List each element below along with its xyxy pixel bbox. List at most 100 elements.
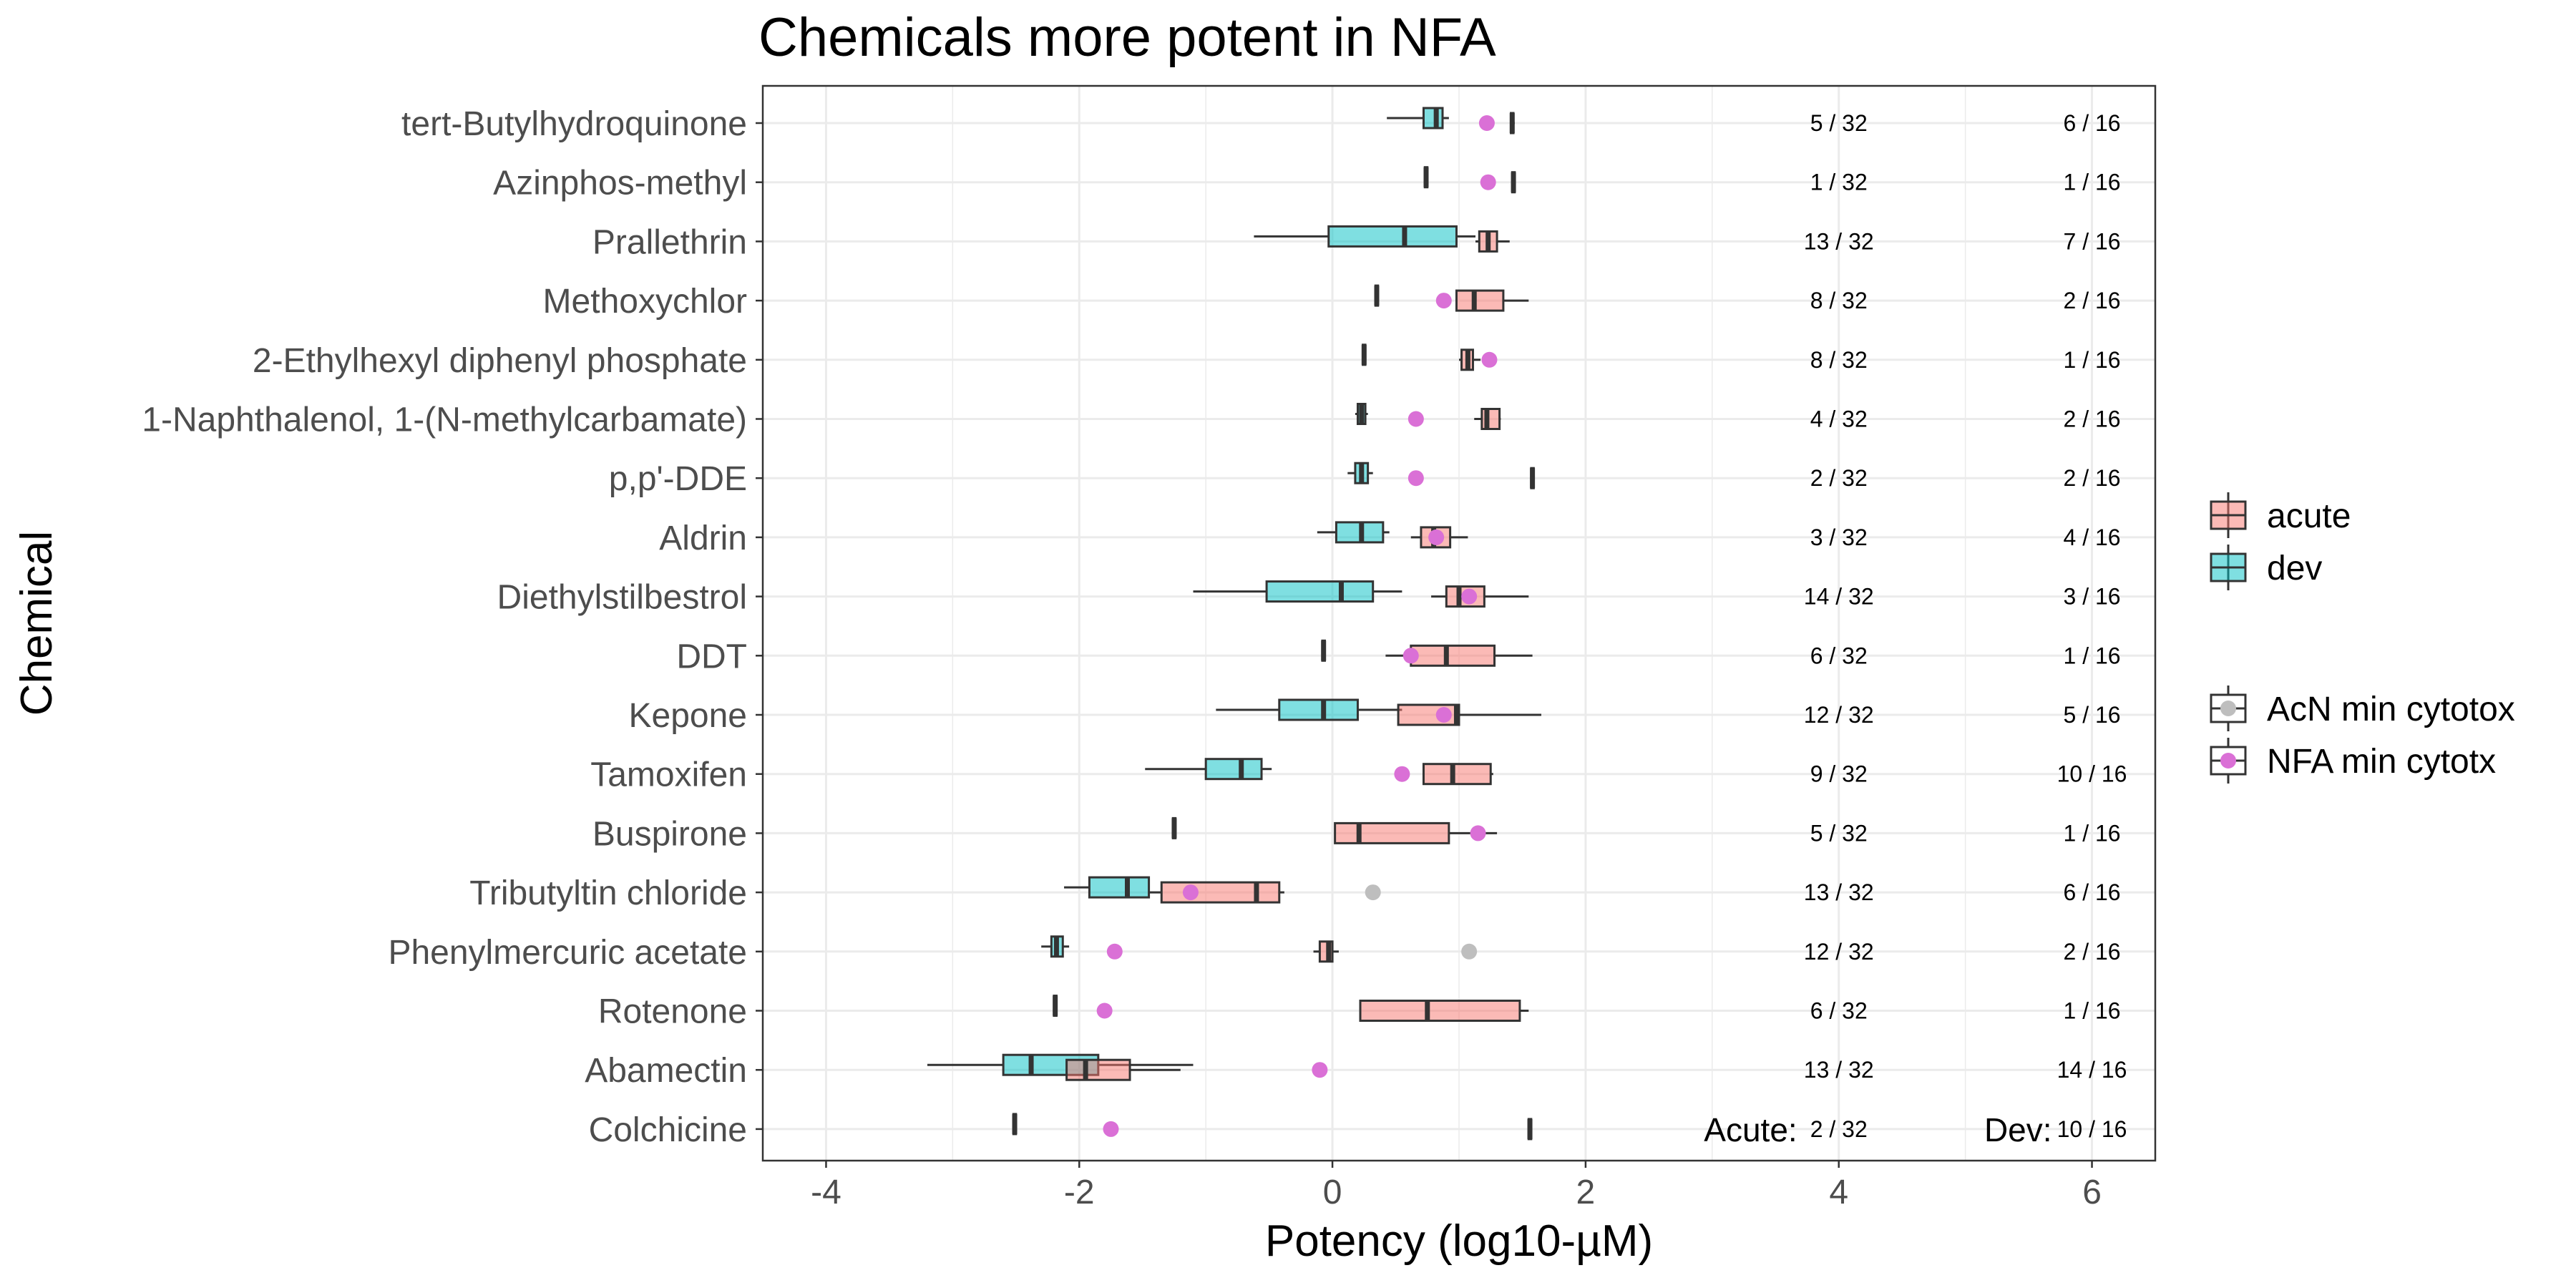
y-axis-label: Chemical xyxy=(12,531,62,716)
dev-count-label: 1 / 16 xyxy=(2064,170,2121,195)
acute-count-label: 13 / 32 xyxy=(1804,1057,1874,1083)
acute-count-label: 13 / 32 xyxy=(1804,228,1874,254)
chemical-label: Azinphos-methyl xyxy=(493,165,747,203)
dev-box xyxy=(1423,166,1429,189)
acute-iqr-box xyxy=(1422,763,1492,786)
acute-count-label: 3 / 32 xyxy=(1810,525,1868,550)
dev-count-label: 7 / 16 xyxy=(2064,228,2121,254)
data-marks xyxy=(927,107,1541,1141)
x-tick-label: -2 xyxy=(1064,1174,1095,1211)
nfa-cytotox-point xyxy=(1103,1121,1119,1137)
dev-iqr-box xyxy=(1265,580,1375,603)
acute-iqr-box xyxy=(1359,1000,1521,1022)
acute-box xyxy=(1148,881,1284,904)
nfa-cytotox-point xyxy=(1096,1002,1113,1019)
dev-count-label: 14 / 16 xyxy=(2057,1057,2127,1083)
dev-box xyxy=(1321,639,1327,662)
dev-count-label: 2 / 16 xyxy=(2064,288,2121,313)
dev-count-label: 6 / 16 xyxy=(2064,110,2121,136)
acute-box xyxy=(1397,703,1541,726)
dev-box xyxy=(1374,284,1380,307)
dev-count-label: 2 / 16 xyxy=(2064,465,2121,491)
chemical-label: p,p'-DDE xyxy=(609,460,747,498)
acute-iqr-box xyxy=(1065,1058,1131,1081)
acute-box xyxy=(1511,171,1516,194)
acute-count-label: 8 / 32 xyxy=(1810,347,1868,373)
dev-box xyxy=(1012,1113,1018,1136)
acute-count-label: 5 / 32 xyxy=(1810,820,1868,846)
dev-box xyxy=(1361,343,1367,366)
legend-key-point xyxy=(2220,701,2236,716)
x-tick-label: 4 xyxy=(1829,1174,1848,1211)
chemical-label: DDT xyxy=(676,638,747,675)
x-axis-ticks: -4 -2 0 2 4 6 xyxy=(811,1161,2102,1211)
dev-count-label: 5 / 16 xyxy=(2064,702,2121,728)
x-tick-label: 0 xyxy=(1323,1174,1342,1211)
chemical-label: 2-Ethylhexyl diphenyl phosphate xyxy=(253,342,747,380)
acute-box xyxy=(1313,940,1339,963)
dev-count-label: 10 / 16 xyxy=(2057,761,2127,787)
acute-box xyxy=(1509,112,1515,135)
acute-count-label: 12 / 32 xyxy=(1804,702,1874,728)
legend-label: dev xyxy=(2267,550,2322,587)
acute-box xyxy=(1475,230,1510,253)
chemical-label: Methoxychlor xyxy=(543,283,747,321)
dev-count-label: 2 / 16 xyxy=(2064,939,2121,965)
chemical-label: Diethylstilbestrol xyxy=(497,579,747,617)
acute-count-label: 9 / 32 xyxy=(1810,761,1868,787)
acute-box xyxy=(1459,348,1481,371)
dev-count-label: 6 / 16 xyxy=(2064,879,2121,905)
dev-iqr-box xyxy=(1278,698,1359,721)
nfa-cytotox-point xyxy=(1182,884,1199,901)
acute-count-label: 12 / 32 xyxy=(1804,939,1874,965)
x-tick-label: 2 xyxy=(1576,1174,1596,1211)
dev-count-label: 1 / 16 xyxy=(2064,998,2121,1024)
legend-label: acute xyxy=(2267,497,2351,535)
chemical-label: Aldrin xyxy=(659,519,747,557)
chart-title: Chemicals more potent in NFA xyxy=(758,7,1496,68)
dev-box xyxy=(1064,876,1151,899)
nfa-cytotox-point xyxy=(1435,707,1452,723)
acute-count-label: 5 / 32 xyxy=(1810,110,1868,136)
acute-count-label: 2 / 32 xyxy=(1810,465,1868,491)
x-tick-label: -4 xyxy=(811,1174,841,1211)
acute-count-label: 2 / 32 xyxy=(1810,1116,1868,1142)
dev-count-label: 1 / 16 xyxy=(2064,643,2121,668)
acute-box xyxy=(1334,821,1498,844)
acute-iqr-box xyxy=(1455,289,1505,312)
chemical-label: Tributyltin chloride xyxy=(469,874,747,912)
dev-iqr-box xyxy=(1327,225,1458,248)
chemical-label: Prallethrin xyxy=(592,223,747,261)
dev-box xyxy=(1387,107,1449,130)
nfa-cytotox-point xyxy=(1402,648,1419,664)
dev-count-label: 4 / 16 xyxy=(2064,525,2121,550)
legend-label: NFA min cytotx xyxy=(2267,743,2496,781)
nfa-cytotox-point xyxy=(1470,825,1486,841)
count-labels: 5 / 32 6 / 16 1 / 32 1 / 16 13 / 32 7 / 16 8 /… xyxy=(1804,110,2127,1142)
nfa-cytotox-point xyxy=(1407,411,1424,427)
acute-box xyxy=(1455,289,1529,312)
acute-count-label: 13 / 32 xyxy=(1804,879,1874,905)
dev-annotation: Dev: xyxy=(1984,1111,2052,1148)
chemical-label: Colchicine xyxy=(589,1111,747,1149)
dev-box xyxy=(1216,698,1402,721)
dev-iqr-box xyxy=(1088,876,1151,899)
acute-iqr-box xyxy=(1410,644,1496,667)
dev-box xyxy=(1053,995,1058,1017)
nfa-cytotox-point xyxy=(1435,293,1452,309)
acute-box xyxy=(1422,763,1493,786)
dev-count-label: 1 / 16 xyxy=(2064,820,2121,846)
acute-box xyxy=(1527,1118,1533,1141)
acute-iqr-box xyxy=(1334,821,1450,844)
chemical-label: tert-Butylhydroquinone xyxy=(401,105,747,143)
dev-box xyxy=(1355,403,1368,425)
nfa-cytotox-point xyxy=(1481,351,1498,368)
chemical-label: Phenylmercuric acetate xyxy=(388,934,747,972)
chemical-label: Abamectin xyxy=(585,1052,747,1090)
nfa-cytotox-point xyxy=(1394,766,1410,782)
dev-box xyxy=(1041,935,1070,958)
nfa-cytotox-point xyxy=(1478,115,1495,131)
nfa-cytotox-point xyxy=(1312,1062,1328,1078)
dev-box xyxy=(1193,580,1402,603)
